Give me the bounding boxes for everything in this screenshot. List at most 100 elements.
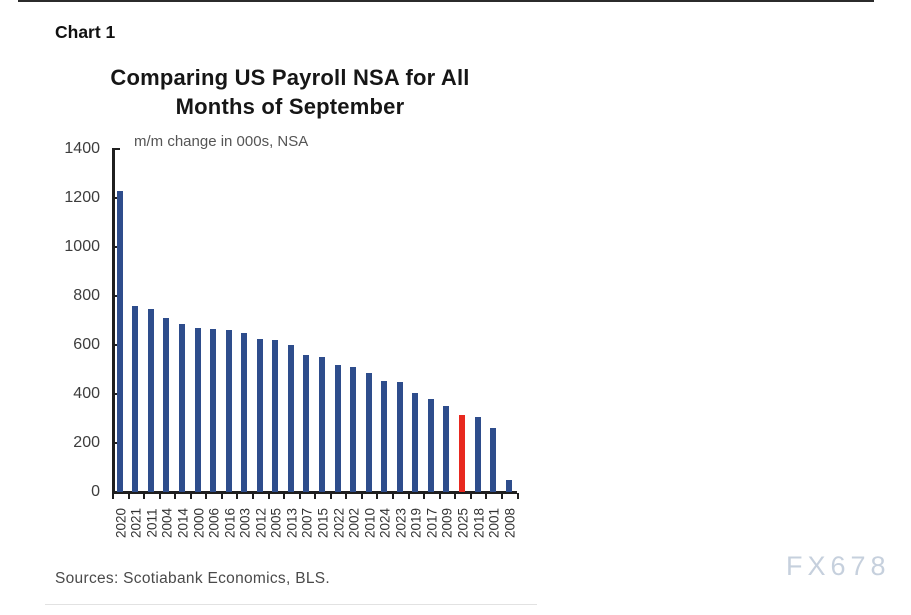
x-tick-mark bbox=[174, 493, 177, 499]
x-tick-label: 2017 bbox=[424, 507, 440, 539]
x-tick-label: 2003 bbox=[237, 507, 253, 539]
bar bbox=[319, 357, 326, 492]
bar bbox=[241, 332, 248, 492]
x-tick-mark bbox=[392, 493, 395, 499]
y-tick-mark bbox=[112, 295, 120, 297]
x-tick-mark bbox=[485, 493, 488, 499]
y-tick-label: 200 bbox=[73, 434, 100, 451]
y-axis bbox=[112, 148, 115, 493]
x-tick-mark bbox=[329, 493, 332, 499]
bar bbox=[163, 318, 170, 492]
sources-note: Sources: Scotiabank Economics, BLS. bbox=[55, 570, 330, 587]
chart-title: Comparing US Payroll NSA for All Months … bbox=[110, 65, 470, 119]
x-tick-mark bbox=[500, 493, 503, 499]
x-tick-mark bbox=[360, 493, 363, 499]
x-tick-mark bbox=[283, 493, 286, 499]
y-tick-mark bbox=[112, 148, 120, 150]
x-tick-label: 2018 bbox=[471, 507, 487, 539]
x-tick-label: 2016 bbox=[222, 507, 238, 539]
x-tick-label: 2014 bbox=[175, 507, 191, 539]
bar bbox=[334, 364, 341, 492]
x-tick-label: 2005 bbox=[268, 507, 284, 539]
x-tick-label: 2025 bbox=[455, 507, 471, 539]
bar bbox=[474, 417, 481, 492]
x-tick-label: 2006 bbox=[206, 507, 222, 539]
bar bbox=[256, 338, 263, 492]
bar bbox=[381, 380, 388, 492]
x-tick-label: 2012 bbox=[253, 507, 269, 539]
x-tick-mark bbox=[127, 493, 130, 499]
y-tick-mark bbox=[112, 246, 120, 248]
x-tick-label: 2008 bbox=[502, 507, 518, 539]
y-tick-label: 800 bbox=[73, 287, 100, 304]
x-tick-mark bbox=[469, 493, 472, 499]
y-tick-label: 400 bbox=[73, 385, 100, 402]
x-tick-mark bbox=[407, 493, 410, 499]
x-tick-label: 2010 bbox=[362, 507, 378, 539]
bar bbox=[490, 428, 497, 492]
x-tick-mark bbox=[267, 493, 270, 499]
x-tick-mark bbox=[423, 493, 426, 499]
x-tick-label: 2002 bbox=[346, 507, 362, 539]
x-tick-label: 2000 bbox=[191, 507, 207, 539]
x-axis bbox=[112, 491, 517, 494]
y-tick-label: 1400 bbox=[64, 140, 100, 157]
watermark-fx678: FX678 bbox=[786, 551, 891, 581]
x-tick-label: 2022 bbox=[331, 507, 347, 539]
chart-subtitle: m/m change in 000s, NSA bbox=[134, 133, 309, 150]
x-tick-mark bbox=[345, 493, 348, 499]
x-tick-label: 2009 bbox=[439, 507, 455, 539]
bar bbox=[116, 190, 123, 492]
x-tick-mark bbox=[298, 493, 301, 499]
bar bbox=[303, 354, 310, 492]
bar bbox=[505, 479, 512, 492]
x-tick-mark bbox=[220, 493, 223, 499]
bar bbox=[179, 324, 185, 492]
bar bbox=[427, 398, 434, 492]
x-tick-mark bbox=[438, 493, 441, 499]
bar bbox=[272, 340, 279, 492]
y-tick-label: 0 bbox=[91, 483, 100, 500]
x-tick-mark bbox=[454, 493, 457, 499]
bar bbox=[225, 330, 232, 492]
x-tick-label: 2007 bbox=[299, 507, 315, 539]
bar bbox=[210, 329, 217, 492]
x-tick-mark bbox=[314, 493, 317, 499]
y-tick-mark bbox=[112, 197, 120, 199]
bar bbox=[443, 406, 450, 492]
bar bbox=[350, 367, 357, 492]
x-tick-mark bbox=[236, 493, 239, 499]
x-tick-mark bbox=[376, 493, 379, 499]
bar bbox=[396, 381, 403, 492]
y-tick-label: 1200 bbox=[64, 189, 100, 206]
bar bbox=[147, 309, 154, 492]
x-tick-label: 2011 bbox=[144, 508, 160, 538]
bottom-divider bbox=[45, 604, 537, 605]
top-divider bbox=[18, 0, 874, 2]
bar bbox=[412, 392, 419, 492]
x-tick-mark bbox=[189, 493, 192, 499]
bar bbox=[287, 345, 294, 492]
x-tick-mark bbox=[516, 493, 519, 499]
x-tick-label: 2023 bbox=[393, 507, 409, 539]
y-tick-label: 1000 bbox=[64, 238, 100, 255]
y-tick-mark bbox=[112, 344, 120, 346]
x-tick-mark bbox=[252, 493, 255, 499]
bar-highlighted bbox=[459, 415, 466, 492]
x-tick-label: 2021 bbox=[128, 507, 144, 539]
x-tick-label: 2004 bbox=[159, 507, 175, 539]
y-tick-label: 600 bbox=[73, 336, 100, 353]
bar bbox=[194, 327, 201, 492]
x-tick-label: 2020 bbox=[113, 507, 129, 539]
y-tick-mark bbox=[112, 393, 120, 395]
x-tick-label: 2001 bbox=[486, 507, 502, 539]
chart-number-label: Chart 1 bbox=[55, 22, 116, 42]
x-tick-label: 2015 bbox=[315, 507, 331, 539]
x-tick-mark bbox=[143, 493, 146, 499]
x-tick-mark bbox=[205, 493, 208, 499]
y-tick-mark bbox=[112, 442, 120, 444]
x-tick-label: 2019 bbox=[408, 507, 424, 539]
bar bbox=[132, 305, 139, 492]
